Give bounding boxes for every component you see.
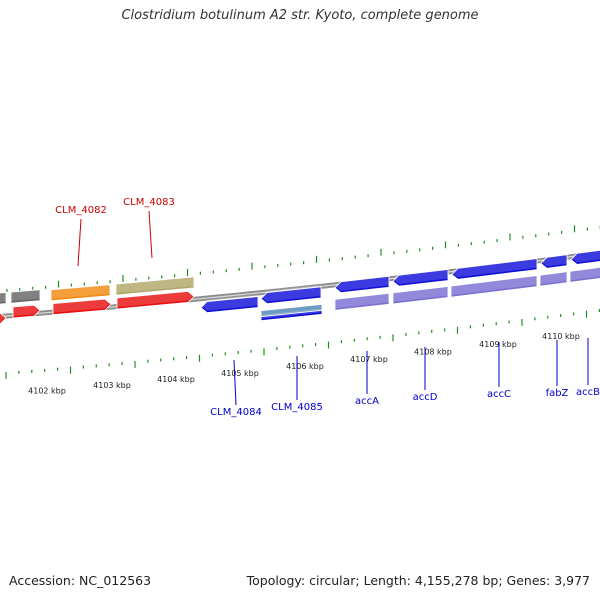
cds-reverse-shade [335,291,389,309]
gene-reverse-thin-shade [261,308,322,319]
gene-label-top[interactable]: CLM_4082 [55,205,107,216]
feature-orange[interactable] [50,284,111,302]
gene-forward-shade [53,297,111,313]
gene-label-leader [77,218,82,267]
gene-forward-shade [13,303,40,316]
gene-label-leader [233,359,237,406]
feature-gray-shade [0,290,6,302]
gene-reverse-thin[interactable] [260,309,323,322]
cds-reverse-shade [540,269,567,285]
gene-reverse[interactable] [570,249,600,265]
gene-reverse-shade [541,252,567,267]
gene-label-top[interactable]: CLM_4083 [123,197,175,208]
gene-reverse-shade [335,274,389,291]
gene-reverse-shade [452,256,537,278]
gene-label-bottom[interactable]: accA [355,396,379,407]
gene-label-bottom[interactable]: CLM_4085 [271,402,323,413]
ruler-label: 4103 kbp [93,381,131,390]
ruler-label: 4107 kbp [350,355,388,364]
gene-reverse[interactable] [260,286,322,305]
gene-reverse[interactable] [200,296,259,314]
gene-forward-shade [0,311,6,322]
ruler-label: 4108 kbp [414,348,452,357]
gene-reverse-shade [261,284,321,302]
cds-reverse-shade [451,273,537,296]
cds-reverse[interactable] [392,286,449,305]
gene-reverse[interactable] [392,269,449,287]
gene-forward[interactable] [12,304,41,319]
gene-forward[interactable] [116,290,195,310]
gene-reverse[interactable] [540,254,568,269]
gene-forward-shade [117,289,194,307]
gene-reverse-shade [201,294,258,311]
ruler-label: 4106 kbp [286,362,324,371]
gene-label-bottom[interactable]: accC [487,389,511,400]
gene-forward[interactable] [52,298,112,316]
ruler-label: 4102 kbp [28,387,66,396]
cds-reverse[interactable] [569,266,600,283]
feature-steelblue-shade [261,302,322,317]
gene-forward[interactable] [0,312,7,325]
feature-gray[interactable] [10,289,41,304]
gene-label-bottom[interactable]: CLM_4084 [210,407,262,418]
cds-reverse[interactable] [450,275,538,298]
cds-reverse-shade [393,284,448,302]
gene-reverse-shade [393,267,448,285]
genome-title: Clostridium botulinum A2 str. Kyoto, com… [121,8,479,23]
cds-reverse[interactable] [539,271,568,287]
ruler-label: 4109 kbp [479,340,517,349]
feature-khaki-shade [116,274,194,294]
ruler-label: 4105 kbp [221,369,259,378]
feature-orange-shade [51,282,110,299]
gene-label-bottom[interactable]: accB [576,387,600,398]
feature-khaki[interactable] [115,276,195,296]
gene-label-bottom[interactable]: fabZ [546,388,569,399]
gene-reverse-shade [571,248,600,263]
gene-reverse[interactable] [334,275,390,294]
genome-summary-text: Topology: circular; Length: 4,155,278 bp… [246,573,590,588]
ruler-label: 4110 kbp [542,332,580,341]
gene-reverse[interactable] [451,258,538,280]
ruler-label: 4104 kbp [157,375,195,384]
gene-label-bottom[interactable]: accD [413,392,438,403]
gene-label-leader [148,210,153,259]
feature-gray-shade [11,287,40,302]
accession-text: Accession: NC_012563 [9,573,152,588]
cds-reverse-shade [570,265,600,281]
feature-gray[interactable] [0,292,7,305]
cds-reverse[interactable] [334,292,390,311]
